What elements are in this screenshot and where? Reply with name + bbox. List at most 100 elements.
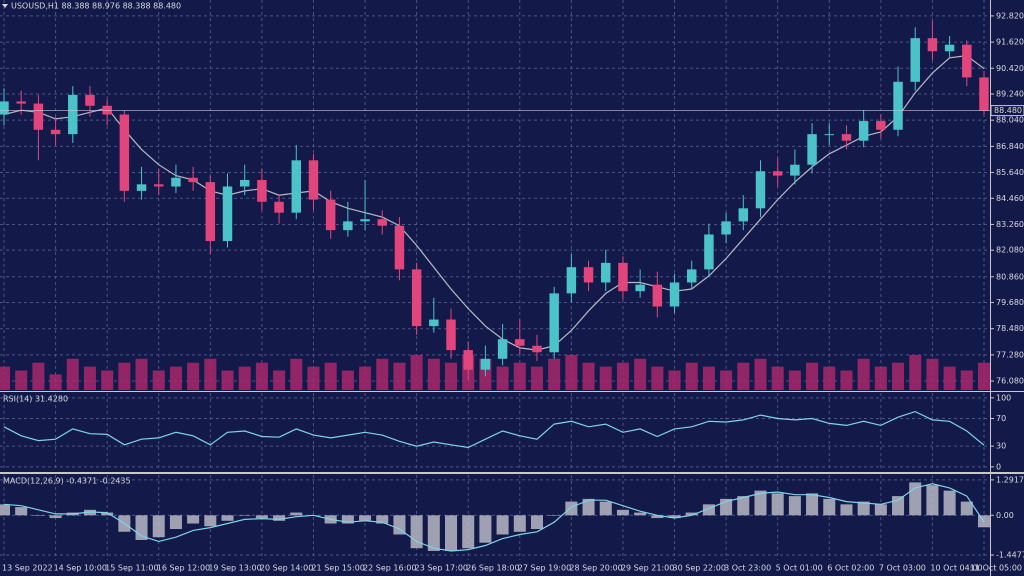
x-tick-label: 10 Oct 04:00 <box>930 564 982 573</box>
candle-body <box>377 219 387 226</box>
bar <box>324 362 337 390</box>
candle-body <box>85 94 95 106</box>
candle-body <box>343 221 353 231</box>
candle-body <box>308 160 319 200</box>
bar <box>960 370 973 390</box>
candle-body <box>738 208 749 222</box>
y-tick-label: 85.640 <box>996 168 1024 177</box>
x-tick-label: 20 Sep 14:00 <box>260 564 313 573</box>
candle-body <box>858 121 869 141</box>
x-tick-label: 30 Sep 22:00 <box>673 564 726 573</box>
bar <box>513 515 526 532</box>
candle-body <box>446 319 456 351</box>
candle-body <box>601 262 611 283</box>
bar <box>702 366 715 390</box>
x-tick-label: 7 Oct 03:00 <box>879 564 926 573</box>
y-tick-label: -1.4477 <box>996 551 1024 560</box>
bar <box>823 498 836 516</box>
candle-body <box>429 319 439 327</box>
x-tick-label: 11 Oct 05:00 <box>970 564 1022 573</box>
bar <box>685 512 698 516</box>
candle-body <box>239 179 250 187</box>
x-tick-label: 5 Oct 01:00 <box>776 564 823 573</box>
candle-body <box>394 225 405 270</box>
candle-body <box>154 184 164 187</box>
collapse-icon <box>2 4 8 8</box>
bar <box>788 496 801 516</box>
bar <box>341 370 354 390</box>
bar <box>668 515 681 519</box>
candle-body <box>68 94 78 135</box>
candle-body <box>188 177 198 183</box>
bar <box>634 358 647 390</box>
bar <box>273 515 286 521</box>
candle-body <box>50 129 61 135</box>
candle-body <box>257 179 267 202</box>
candle-body <box>824 134 834 136</box>
bar <box>101 370 114 390</box>
bar <box>238 366 251 390</box>
bar <box>874 366 887 390</box>
bar <box>427 358 440 390</box>
y-tick-label: 0.00 <box>996 511 1014 520</box>
candle-body <box>807 134 817 165</box>
y-tick-label: 91.620 <box>996 38 1024 47</box>
bar <box>445 515 458 551</box>
bar <box>238 515 251 516</box>
bar <box>479 515 492 543</box>
bar <box>169 366 182 390</box>
bar <box>255 515 268 519</box>
bar <box>221 515 234 521</box>
bar <box>152 370 165 390</box>
bar <box>737 496 750 516</box>
bar <box>49 374 62 390</box>
bar <box>823 366 836 390</box>
y-tick-label: 82.080 <box>996 246 1024 255</box>
x-tick-label: 19 Sep 13:00 <box>208 564 261 573</box>
bar <box>857 501 870 516</box>
y-tick-label: 100 <box>996 393 1011 402</box>
candle-body <box>291 160 302 213</box>
bar <box>668 370 681 390</box>
candle-body <box>360 219 370 222</box>
y-tick-label: 1.2917 <box>996 475 1024 484</box>
candle-body <box>755 171 766 209</box>
x-tick-label: 27 Sep 19:00 <box>518 564 571 573</box>
x-tick-label: 15 Sep 11:00 <box>105 564 158 573</box>
candle-body <box>222 186 233 242</box>
bar <box>0 366 11 390</box>
bar <box>410 354 423 390</box>
candle-body <box>136 184 147 191</box>
bar <box>393 362 406 390</box>
y-tick-label: 88.040 <box>996 116 1024 125</box>
candle-body <box>33 103 44 130</box>
bar <box>565 501 578 516</box>
candle-body <box>274 201 284 213</box>
panel-title: MACD(12,26,9) -0.4371 -0.2435 <box>3 477 131 486</box>
candle-body <box>549 293 559 353</box>
y-tick-label: 0 <box>996 462 1001 471</box>
candle-body <box>0 101 9 115</box>
bar <box>0 504 11 516</box>
candle-body <box>618 262 628 292</box>
bar <box>582 498 595 516</box>
candle-body <box>171 177 181 187</box>
x-tick-label: 14 Sep 10:00 <box>54 564 107 573</box>
last-price-label: 88.480 <box>994 106 1022 115</box>
bar <box>806 362 819 390</box>
candle-body <box>566 267 577 294</box>
bar <box>857 358 870 390</box>
bar <box>393 515 406 535</box>
candle-body <box>790 164 800 176</box>
bar <box>616 509 629 516</box>
candle-body <box>119 114 130 191</box>
y-tick-label: 90.420 <box>996 64 1024 73</box>
x-tick-label: 28 Sep 20:00 <box>569 564 622 573</box>
bar <box>702 504 715 516</box>
bar <box>32 362 45 390</box>
candle-body <box>635 284 645 292</box>
candle-body <box>102 105 112 115</box>
candle-body <box>962 44 972 78</box>
bar <box>634 512 647 516</box>
